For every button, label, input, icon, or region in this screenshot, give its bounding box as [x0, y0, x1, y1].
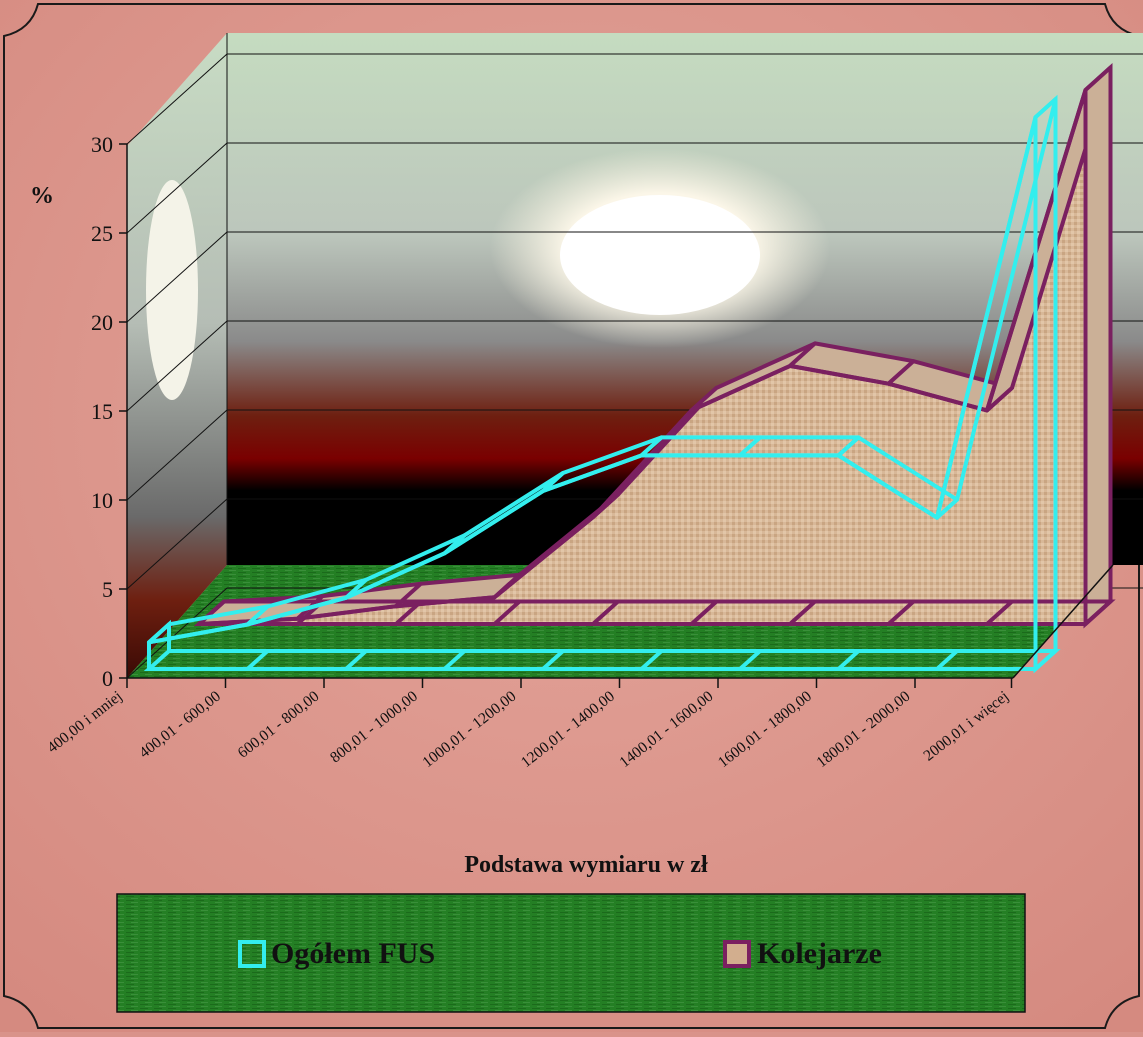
y-tick-label: 30 — [91, 132, 113, 157]
gridline-side — [126, 498, 228, 590]
side-glow — [146, 180, 198, 400]
y-tick-label: 0 — [102, 666, 113, 691]
depth-axis — [1012, 564, 1114, 679]
kolejarze-base-divider — [591, 600, 620, 626]
y-tick-label: 10 — [91, 488, 113, 513]
legend-swatch-fus — [238, 940, 266, 968]
fus-base-divider — [344, 649, 368, 671]
kolejarze-start — [197, 600, 226, 626]
y-tick-label: 25 — [91, 221, 113, 246]
sun — [560, 195, 760, 315]
y-tick-label: 15 — [91, 399, 113, 424]
kolejarze-base-divider — [690, 600, 718, 626]
kolejarze-end — [1083, 63, 1113, 629]
kolejarze-base-divider — [887, 600, 915, 626]
kolejarze-line — [198, 89, 1088, 626]
legend-label-fus: Ogółem FUS — [271, 937, 435, 970]
gridline-side — [126, 587, 228, 679]
gridline-side — [126, 320, 228, 412]
legend: Ogółem FUS Kolejarze — [116, 893, 1026, 1013]
gridline-side — [126, 142, 228, 234]
fus-base-divider — [935, 649, 959, 671]
fus-base-divider — [837, 649, 860, 671]
series-kolejarze — [193, 63, 1116, 629]
y-tick-label: 20 — [91, 310, 113, 335]
gridline-side — [126, 409, 228, 501]
kolejarze-area — [199, 90, 1086, 624]
kolejarze-base-divider — [985, 600, 1014, 626]
legend-swatch-kolejarze — [723, 940, 751, 968]
kolejarze-base-divider — [493, 600, 521, 626]
gridline-side — [126, 231, 228, 323]
fus-base-divider — [738, 649, 762, 671]
fus-base-divider — [541, 649, 565, 671]
series-ogolem-fus — [143, 94, 1061, 674]
gridline-side — [126, 53, 228, 145]
legend-label-kolejarze: Kolejarze — [757, 937, 882, 970]
y-tick-label: 5 — [102, 577, 113, 602]
y-axis-label: % — [30, 183, 54, 209]
chart-frame — [3, 3, 1140, 1029]
fus-base-divider — [246, 649, 269, 671]
fus-line — [148, 116, 1038, 645]
fus-base-divider — [443, 649, 466, 671]
kolejarze-base-divider — [788, 600, 817, 626]
legend-box — [116, 893, 1026, 1013]
x-axis-label: Podstawa wymiaru w zł — [464, 852, 708, 878]
fus-base-divider — [640, 649, 663, 671]
